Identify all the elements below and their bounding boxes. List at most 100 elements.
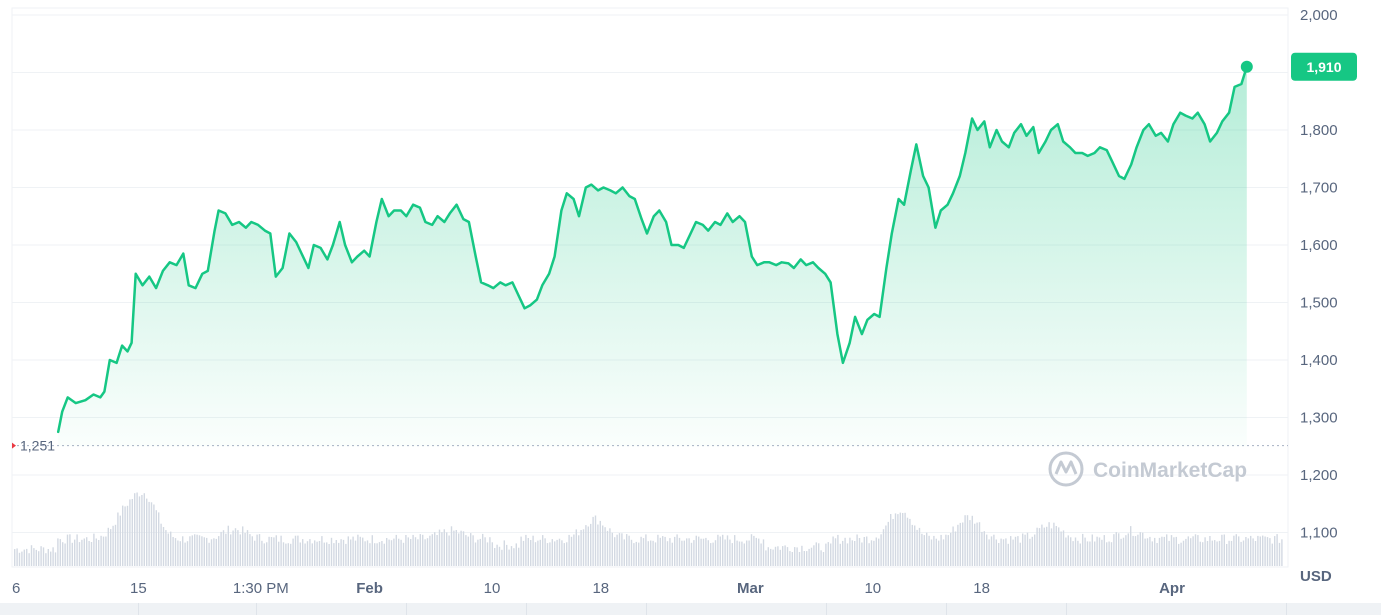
volume-bar: [450, 526, 453, 566]
volume-bar: [570, 536, 573, 566]
volume-bar: [326, 542, 328, 566]
volume-bar: [652, 540, 654, 566]
volume-bar: [722, 534, 724, 566]
volume-bar: [167, 533, 169, 566]
y-tick-label: 1,100: [1300, 525, 1338, 542]
volume-bar: [182, 536, 184, 566]
reference-arrow-icon: [12, 442, 16, 449]
volume-bar: [645, 534, 647, 566]
volume-bar: [556, 539, 558, 566]
volume-bar: [287, 543, 289, 566]
volume-bar: [525, 534, 527, 566]
volume-bar: [544, 538, 546, 566]
volume-bar: [918, 527, 921, 566]
navigator-cell: [826, 603, 947, 615]
volume-bar: [650, 540, 652, 566]
volume-bar: [338, 542, 340, 566]
volume-bar: [1173, 537, 1175, 566]
volume-bar: [974, 523, 976, 566]
volume-bar: [1158, 537, 1161, 566]
volume-bar: [117, 512, 119, 566]
price-area-fill: [58, 66, 1247, 447]
volume-bar: [654, 542, 657, 566]
volume-bar: [755, 537, 757, 566]
volume-bar: [1125, 535, 1127, 566]
volume-bar: [630, 539, 633, 566]
volume-bar: [1127, 533, 1129, 566]
volume-bar: [808, 548, 810, 566]
volume-bar: [323, 542, 325, 566]
volume-bar: [1228, 540, 1230, 566]
volume-bar: [177, 540, 179, 566]
volume-bar: [491, 542, 493, 566]
volume-bar: [741, 541, 743, 566]
volume-bar: [513, 548, 515, 566]
volume-bar: [832, 536, 834, 566]
volume-bar: [388, 539, 390, 566]
volume-bar: [1194, 534, 1197, 566]
volume-bar: [294, 535, 297, 566]
volume-bar: [904, 512, 906, 566]
volume-bar: [1122, 537, 1125, 566]
volume-bar: [285, 543, 287, 566]
volume-bar: [527, 538, 529, 566]
volume-bar: [520, 536, 522, 566]
volume-bar: [1146, 538, 1149, 566]
volume-bar: [962, 522, 964, 566]
volume-bar: [28, 553, 30, 566]
volume-bar: [30, 545, 33, 566]
volume-bar: [628, 535, 630, 566]
volume-bar: [1038, 528, 1041, 566]
volume-bar: [390, 540, 393, 566]
volume-bar: [208, 542, 210, 566]
volume-bar: [1137, 534, 1139, 566]
volume-bar: [1091, 534, 1093, 566]
volume-bar: [263, 543, 265, 566]
volume-bar: [638, 542, 640, 566]
navigator-strip[interactable]: [0, 603, 1381, 615]
volume-bar: [434, 532, 436, 566]
navigator-cell: [138, 603, 257, 615]
volume-bar: [26, 548, 28, 566]
volume-bar: [249, 534, 251, 566]
volume-bar: [515, 543, 517, 566]
volume-bar: [179, 541, 181, 566]
volume-bar: [592, 516, 594, 566]
volume-bar: [1074, 537, 1077, 566]
volume-bar: [107, 527, 109, 566]
volume-bar: [362, 537, 364, 566]
volume-bar: [834, 538, 837, 566]
volume-bar: [1132, 535, 1134, 566]
volume-bar: [1142, 532, 1144, 566]
volume-bar: [928, 535, 930, 566]
y-tick-label: 1,400: [1300, 352, 1338, 369]
volume-bar: [242, 526, 244, 566]
volume-bar: [508, 549, 510, 566]
volume-bar: [1149, 536, 1151, 566]
volume-bar: [551, 539, 553, 566]
coinmarketcap-watermark: CoinMarketCap: [1048, 451, 1247, 487]
volume-bar: [1014, 536, 1017, 566]
volume-bar: [549, 542, 551, 566]
volume-bar: [1259, 536, 1261, 566]
volume-bar: [88, 541, 90, 566]
volume-bar: [292, 538, 294, 566]
volume-bar: [1274, 536, 1276, 566]
volume-bar: [162, 527, 165, 566]
volume-bar: [297, 535, 299, 566]
volume-bar: [938, 540, 940, 566]
volume-bar: [712, 542, 714, 566]
volume-bar: [995, 539, 997, 566]
volume-bar: [806, 551, 808, 566]
volume-bar: [902, 513, 904, 566]
volume-bar: [786, 547, 789, 566]
volume-bar: [314, 540, 316, 566]
volume-bar: [213, 538, 215, 566]
volume-bar: [1012, 539, 1014, 566]
volume-bar: [230, 534, 232, 566]
volume-bar: [105, 536, 107, 566]
volume-bar: [386, 538, 388, 566]
volume-bar: [76, 534, 78, 566]
volume-bar: [1269, 538, 1271, 566]
